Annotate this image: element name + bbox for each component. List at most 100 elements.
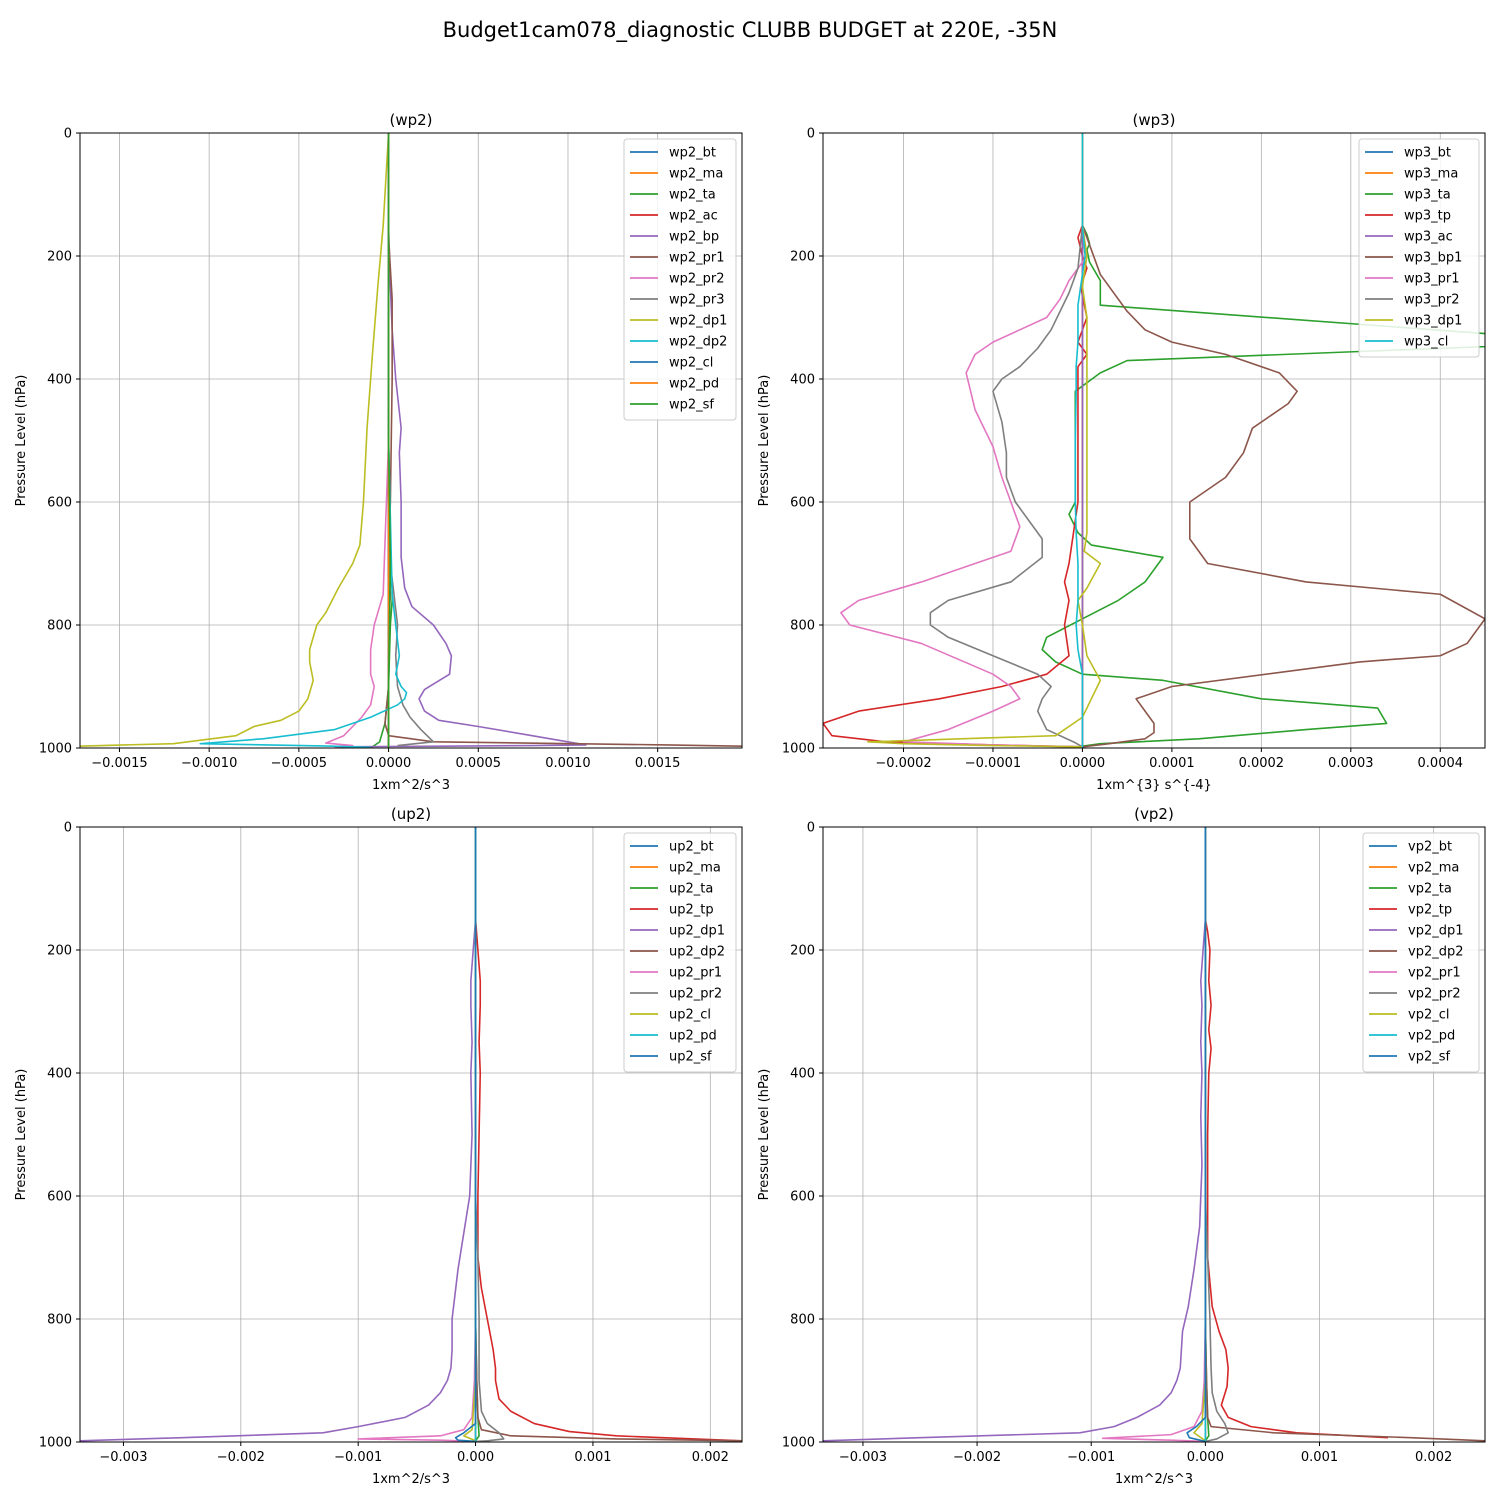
legend-label: wp2_sf bbox=[669, 398, 714, 413]
y-tick-label: 1000 bbox=[39, 1436, 72, 1451]
x-tick-label: −0.0015 bbox=[91, 756, 147, 771]
series-line-wp2_dp2 bbox=[199, 133, 408, 748]
legend-box bbox=[623, 832, 737, 1073]
legend-label: wp3_pr2 bbox=[1404, 293, 1460, 308]
x-tick-label: 0.0002 bbox=[1239, 756, 1285, 771]
y-tick-label: 800 bbox=[47, 619, 72, 634]
x-tick-label: −0.0001 bbox=[965, 756, 1021, 771]
x-tick-label: 0.000 bbox=[457, 1450, 494, 1465]
y-tick-label: 1000 bbox=[782, 742, 815, 757]
legend-label: wp3_dp1 bbox=[1404, 314, 1462, 329]
y-tick-label: 800 bbox=[790, 1313, 815, 1328]
y-tick-label: 800 bbox=[47, 1313, 72, 1328]
series-line-wp2_bp bbox=[334, 133, 587, 748]
legend-label: up2_bt bbox=[669, 840, 714, 855]
series-line-vp2_dp1 bbox=[823, 827, 1207, 1442]
y-tick-label: 600 bbox=[47, 496, 72, 511]
series-line-up2_sf bbox=[454, 827, 477, 1442]
x-tick-label: 0.000 bbox=[1187, 1450, 1224, 1465]
legend-label: wp2_pd bbox=[669, 377, 719, 392]
legend-label: up2_dp1 bbox=[669, 924, 725, 939]
y-tick-label: 400 bbox=[47, 373, 72, 388]
y-tick-label: 600 bbox=[790, 496, 815, 511]
axes-frame bbox=[822, 132, 1486, 749]
x-tick-label: 0.0004 bbox=[1418, 756, 1464, 771]
y-tick-label: 200 bbox=[47, 944, 72, 959]
x-tick-label: 0.002 bbox=[692, 1450, 729, 1465]
axes-frame bbox=[79, 826, 743, 1443]
legend-label: vp2_dp2 bbox=[1408, 945, 1464, 960]
legend-label: vp2_pr2 bbox=[1408, 987, 1461, 1002]
y-tick-label: 600 bbox=[790, 1190, 815, 1205]
legend-label: wp2_ma bbox=[669, 167, 723, 182]
x-tick-label: 0.001 bbox=[574, 1450, 611, 1465]
legend-label: vp2_tp bbox=[1408, 903, 1452, 918]
y-tick-label: 200 bbox=[47, 250, 72, 265]
x-axis-label: 1xm^{3} s^{-4} bbox=[1096, 778, 1212, 793]
subplot-2: −0.003 −0.002 −0.001 0.000 0.001 0.002 0 200 400… bbox=[14, 805, 743, 1487]
x-tick-label: 0.002 bbox=[1415, 1450, 1452, 1465]
legend-label: vp2_dp1 bbox=[1408, 924, 1464, 939]
legend: wp2_bt wp2_ma wp2_ta wp2_ac wp2_bp wp2_pr1 wp2… bbox=[623, 138, 737, 421]
legend-label: wp2_pr2 bbox=[669, 272, 725, 287]
series-group bbox=[823, 133, 1485, 748]
y-tick-label: 0 bbox=[807, 821, 815, 836]
x-tick-label: 0.001 bbox=[1301, 1450, 1338, 1465]
subplot-grid: −0.0015 −0.0010 −0.0005 0.0000 0.0005 0.0010 0… bbox=[14, 111, 1486, 1487]
legend-label: up2_pd bbox=[669, 1029, 717, 1044]
legend-label: vp2_pd bbox=[1408, 1029, 1455, 1044]
legend-label: up2_pr1 bbox=[669, 966, 722, 981]
subplot-1: −0.0002 −0.0001 0.0000 0.0001 0.0002 0.0003 0.… bbox=[757, 111, 1486, 793]
series-group bbox=[823, 827, 1485, 1442]
legend-label: wp3_pr1 bbox=[1404, 272, 1460, 287]
legend-label: up2_dp2 bbox=[669, 945, 725, 960]
legend-label: wp2_bt bbox=[669, 146, 716, 161]
figure-title: Budget1cam078_diagnostic CLUBB BUDGET at… bbox=[443, 18, 1058, 43]
legend-label: wp3_bp1 bbox=[1404, 251, 1462, 266]
legend-label: vp2_pr1 bbox=[1408, 966, 1461, 981]
series-line-wp3_bp1 bbox=[1081, 133, 1485, 748]
legend-label: wp3_ac bbox=[1404, 230, 1453, 245]
x-tick-label: 0.0001 bbox=[1149, 756, 1195, 771]
y-tick-label: 0 bbox=[64, 127, 72, 142]
series-line-wp3_pr2 bbox=[929, 133, 1084, 748]
series-line-up2_pr2 bbox=[474, 827, 505, 1442]
legend-label: wp2_dp2 bbox=[669, 335, 727, 350]
x-tick-label: −0.002 bbox=[953, 1450, 1001, 1465]
x-tick-label: −0.0002 bbox=[875, 756, 931, 771]
y-tick-label: 0 bbox=[807, 127, 815, 142]
legend-box bbox=[623, 138, 737, 421]
y-tick-label: 400 bbox=[47, 1067, 72, 1082]
subplot-title: (vp2) bbox=[1134, 805, 1174, 823]
x-tick-label: 0.0000 bbox=[366, 756, 412, 771]
series-line-wp2_sf bbox=[387, 133, 392, 748]
subplot-title: (up2) bbox=[391, 805, 431, 823]
legend-label: up2_sf bbox=[669, 1050, 712, 1065]
x-axis-label: 1xm^2/s^3 bbox=[372, 778, 450, 793]
legend: wp3_bt wp3_ma wp3_ta wp3_tp wp3_ac wp3_bp1 wp3… bbox=[1358, 138, 1480, 358]
x-tick-label: 0.0000 bbox=[1060, 756, 1106, 771]
y-axis-label: Pressure Level (hPa) bbox=[14, 1069, 29, 1201]
x-axis-label: 1xm^2/s^3 bbox=[372, 1472, 450, 1487]
y-tick-label: 600 bbox=[47, 1190, 72, 1205]
legend-label: up2_tp bbox=[669, 903, 714, 918]
x-tick-label: −0.003 bbox=[839, 1450, 887, 1465]
legend-label: up2_pr2 bbox=[669, 987, 722, 1002]
legend-label: wp3_ma bbox=[1404, 167, 1458, 182]
series-group bbox=[80, 827, 742, 1442]
x-tick-label: −0.0005 bbox=[271, 756, 327, 771]
legend-label: wp3_ta bbox=[1404, 188, 1451, 203]
y-axis-label: Pressure Level (hPa) bbox=[757, 1069, 772, 1201]
series-line-wp3_cl bbox=[1074, 133, 1086, 748]
legend: vp2_bt vp2_ma vp2_ta vp2_tp vp2_dp1 vp2_dp2vp… bbox=[1362, 832, 1480, 1073]
y-tick-label: 0 bbox=[64, 821, 72, 836]
series-line-wp3_dp1 bbox=[866, 133, 1102, 748]
legend: up2_bt up2_ma up2_ta up2_tp up2_dp1 up2_dp2up… bbox=[623, 832, 737, 1073]
y-tick-label: 200 bbox=[790, 250, 815, 265]
series-line-up2_dp1 bbox=[80, 827, 477, 1442]
legend-label: wp2_pr1 bbox=[669, 251, 725, 266]
x-tick-label: −0.001 bbox=[334, 1450, 382, 1465]
